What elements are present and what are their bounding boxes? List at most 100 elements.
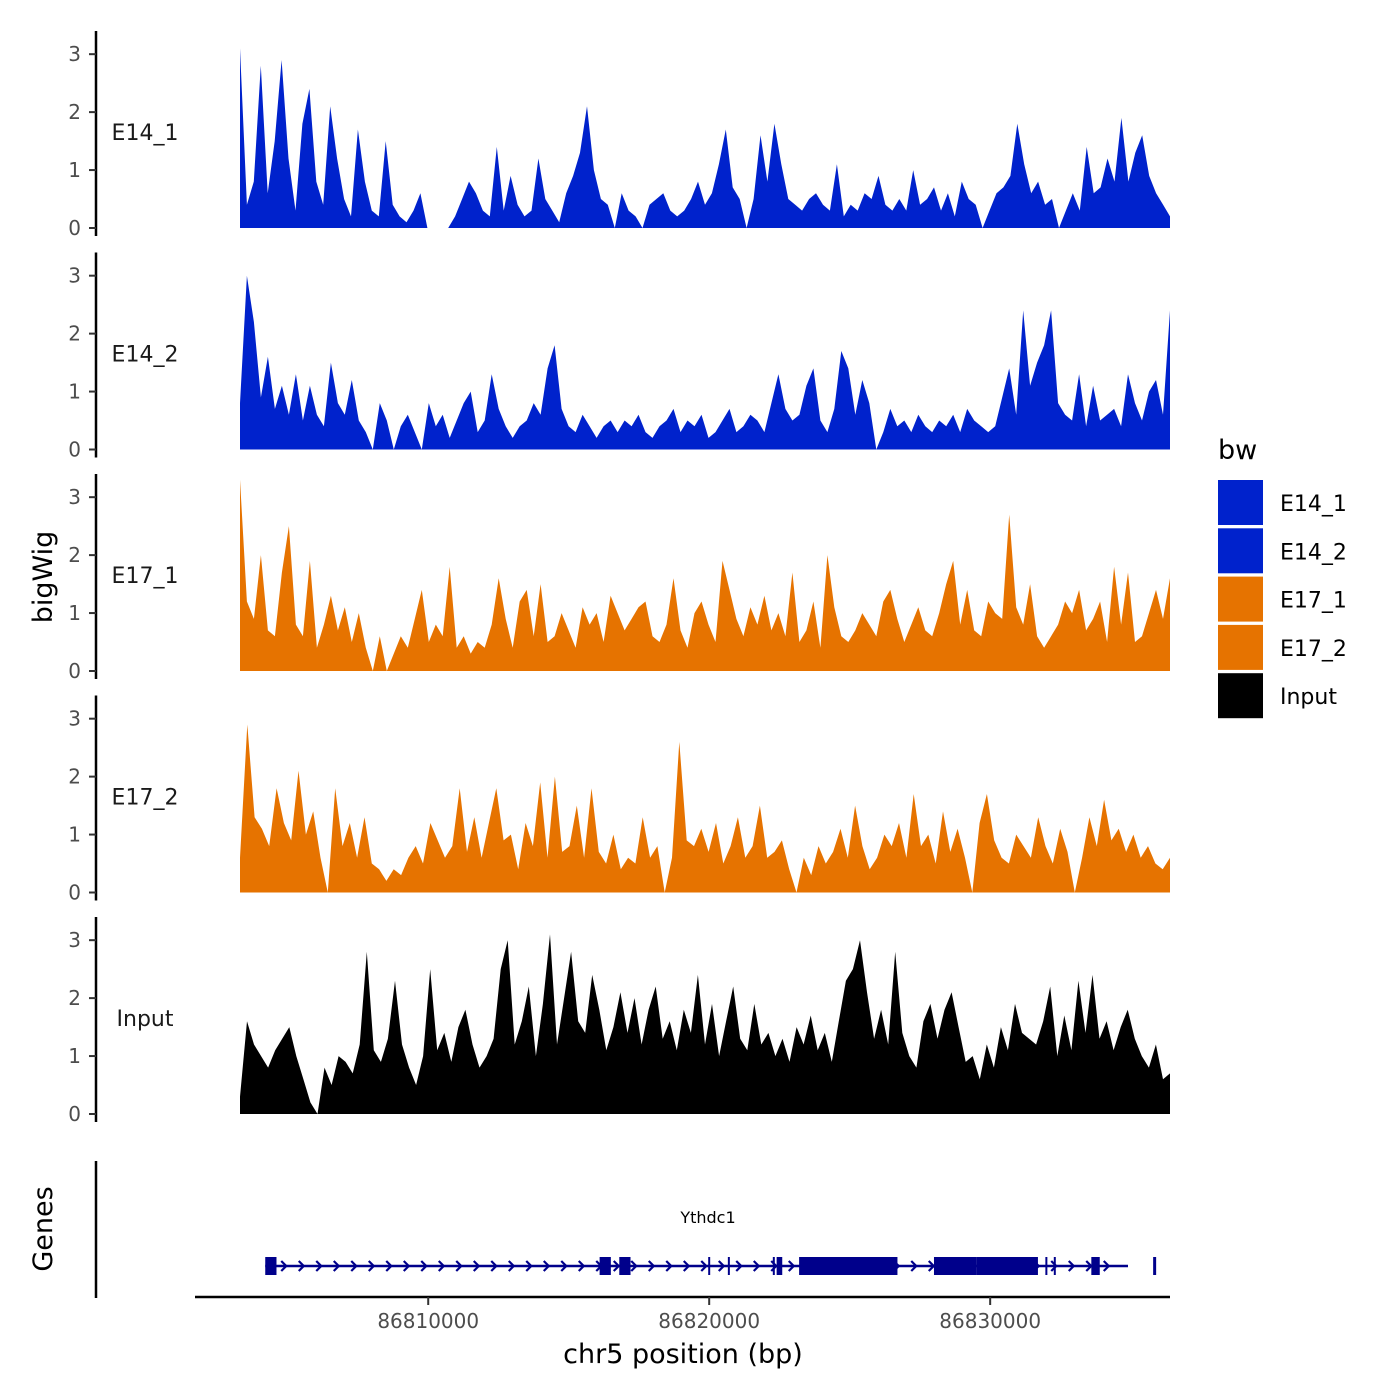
y-tick-label: 1 xyxy=(68,823,81,847)
track-e14-1: 0 1 2 3 E14_1 xyxy=(68,31,1170,240)
legend-label: Input xyxy=(1280,685,1337,710)
track-label: E14_1 xyxy=(112,121,179,146)
legend-label: E17_1 xyxy=(1280,589,1347,614)
x-axis-title: chr5 position (bp) xyxy=(563,1339,803,1370)
y-tick-label: 0 xyxy=(68,438,81,462)
strand-arrow xyxy=(682,1260,691,1272)
strand-arrow xyxy=(525,1260,533,1272)
gene-exon xyxy=(933,1257,977,1275)
gene-exon xyxy=(599,1257,611,1275)
y-tick-label: 0 xyxy=(68,216,81,240)
y-tick-label: 2 xyxy=(68,765,81,789)
legend-swatch-e17-2 xyxy=(1218,624,1263,670)
strand-arrow xyxy=(490,1260,498,1272)
y-tick-label: 2 xyxy=(68,543,81,567)
legend-title: bw xyxy=(1218,435,1257,466)
track-e17-1: 0 1 2 3 E17_1 xyxy=(68,474,1170,683)
strand-arrow xyxy=(1102,1260,1111,1272)
strand-arrow xyxy=(560,1260,568,1272)
track-label: Input xyxy=(117,1007,174,1032)
x-axis: chr5 position (bp) 86810000 86820000 86830… xyxy=(195,1295,1170,1370)
strand-arrow xyxy=(385,1260,393,1272)
y-tick-label: 3 xyxy=(68,42,81,66)
strand-arrow xyxy=(612,1260,621,1272)
strand-arrow xyxy=(910,1260,918,1272)
y-tick-label: 3 xyxy=(68,264,81,288)
legend: bw E14_1 E14_2 E17_1 E17_2 Input xyxy=(1218,435,1347,719)
y-tick-label: 2 xyxy=(68,986,81,1010)
legend-swatch-e17-1 xyxy=(1218,576,1263,622)
strand-arrow xyxy=(437,1260,446,1272)
strand-arrow xyxy=(350,1260,358,1272)
strand-arrow xyxy=(402,1260,411,1272)
legend-swatch-e14-1 xyxy=(1218,480,1263,525)
strand-arrow xyxy=(507,1260,516,1272)
strand-arrow xyxy=(472,1260,481,1272)
track-e17-2: 0 1 2 3 E17_2 xyxy=(68,695,1170,905)
y-tick-label: 0 xyxy=(68,881,81,905)
strand-arrow xyxy=(787,1260,796,1272)
strand-arrow xyxy=(367,1260,376,1272)
y-axis-title: bigWig xyxy=(28,531,59,624)
gene-exon xyxy=(1153,1257,1157,1275)
track-label: E17_2 xyxy=(112,786,179,811)
genes-track-title: Genes xyxy=(28,1186,59,1271)
strand-arrow xyxy=(577,1260,586,1272)
strand-arrow xyxy=(315,1260,323,1272)
y-tick-label: 1 xyxy=(68,601,81,625)
signal-tracks: 0 1 2 3 E14_1 0 1 2 3 E14_2 0 1 2 3 E17_1 0 1 2 3 E17_2 0 1 2 3… xyxy=(68,31,1170,1126)
y-tick-label: 3 xyxy=(68,928,81,952)
y-tick-label: 1 xyxy=(68,1044,81,1068)
track-input: 0 1 2 3 Input xyxy=(68,917,1170,1126)
y-tick-label: 0 xyxy=(68,659,81,683)
y-tick-label: 3 xyxy=(68,485,81,509)
legend-label: E14_2 xyxy=(1280,540,1347,565)
strand-arrow xyxy=(700,1260,708,1272)
x-tick-label: 86830000 xyxy=(939,1309,1041,1333)
y-tick-label: 1 xyxy=(68,158,81,182)
strand-arrow xyxy=(927,1260,936,1272)
strand-arrow xyxy=(332,1260,341,1272)
signal-area-e17-1 xyxy=(240,479,1170,671)
gene-exon xyxy=(776,1257,783,1275)
track-label: E14_2 xyxy=(112,343,179,368)
y-tick-label: 1 xyxy=(68,380,81,404)
strand-arrow xyxy=(280,1260,288,1272)
strand-arrow xyxy=(647,1260,656,1272)
strand-arrow xyxy=(297,1260,306,1272)
strand-arrow xyxy=(665,1260,673,1272)
strand-arrow xyxy=(717,1260,726,1272)
gene-exon xyxy=(619,1257,631,1275)
y-tick-label: 2 xyxy=(68,322,81,346)
signal-area-e17-2 xyxy=(240,724,1170,893)
y-tick-label: 2 xyxy=(68,100,81,124)
gene-exon xyxy=(799,1257,898,1275)
strand-arrow xyxy=(455,1260,463,1272)
strand-arrow xyxy=(735,1260,743,1272)
gene-name-label: Ythdc1 xyxy=(679,1208,735,1227)
strand-arrow xyxy=(1067,1260,1076,1272)
signal-area-e14-1 xyxy=(240,48,1170,229)
signal-area-e14-2 xyxy=(240,275,1170,450)
signal-area-input xyxy=(240,934,1170,1114)
y-tick-label: 3 xyxy=(68,707,81,731)
x-tick-label: 86810000 xyxy=(377,1309,479,1333)
strand-arrow xyxy=(420,1260,428,1272)
legend-label: E17_2 xyxy=(1280,637,1347,662)
strand-arrow xyxy=(542,1260,551,1272)
strand-arrow xyxy=(1085,1260,1093,1272)
track-e14-2: 0 1 2 3 E14_2 xyxy=(68,252,1170,462)
legend-label: E14_1 xyxy=(1280,492,1347,517)
x-tick-label: 86820000 xyxy=(658,1309,760,1333)
gene-exon xyxy=(1091,1257,1100,1275)
strand-arrow xyxy=(752,1260,761,1272)
legend-swatch-e14-2 xyxy=(1218,528,1263,574)
track-label: E17_1 xyxy=(112,564,179,589)
strand-arrow xyxy=(1050,1260,1058,1272)
gene-exon xyxy=(265,1257,277,1275)
gene-exon xyxy=(976,1257,1038,1275)
y-tick-label: 0 xyxy=(68,1102,81,1126)
gene-track: Genes Ythdc1 xyxy=(28,1161,1157,1298)
strand-arrow xyxy=(630,1260,638,1272)
